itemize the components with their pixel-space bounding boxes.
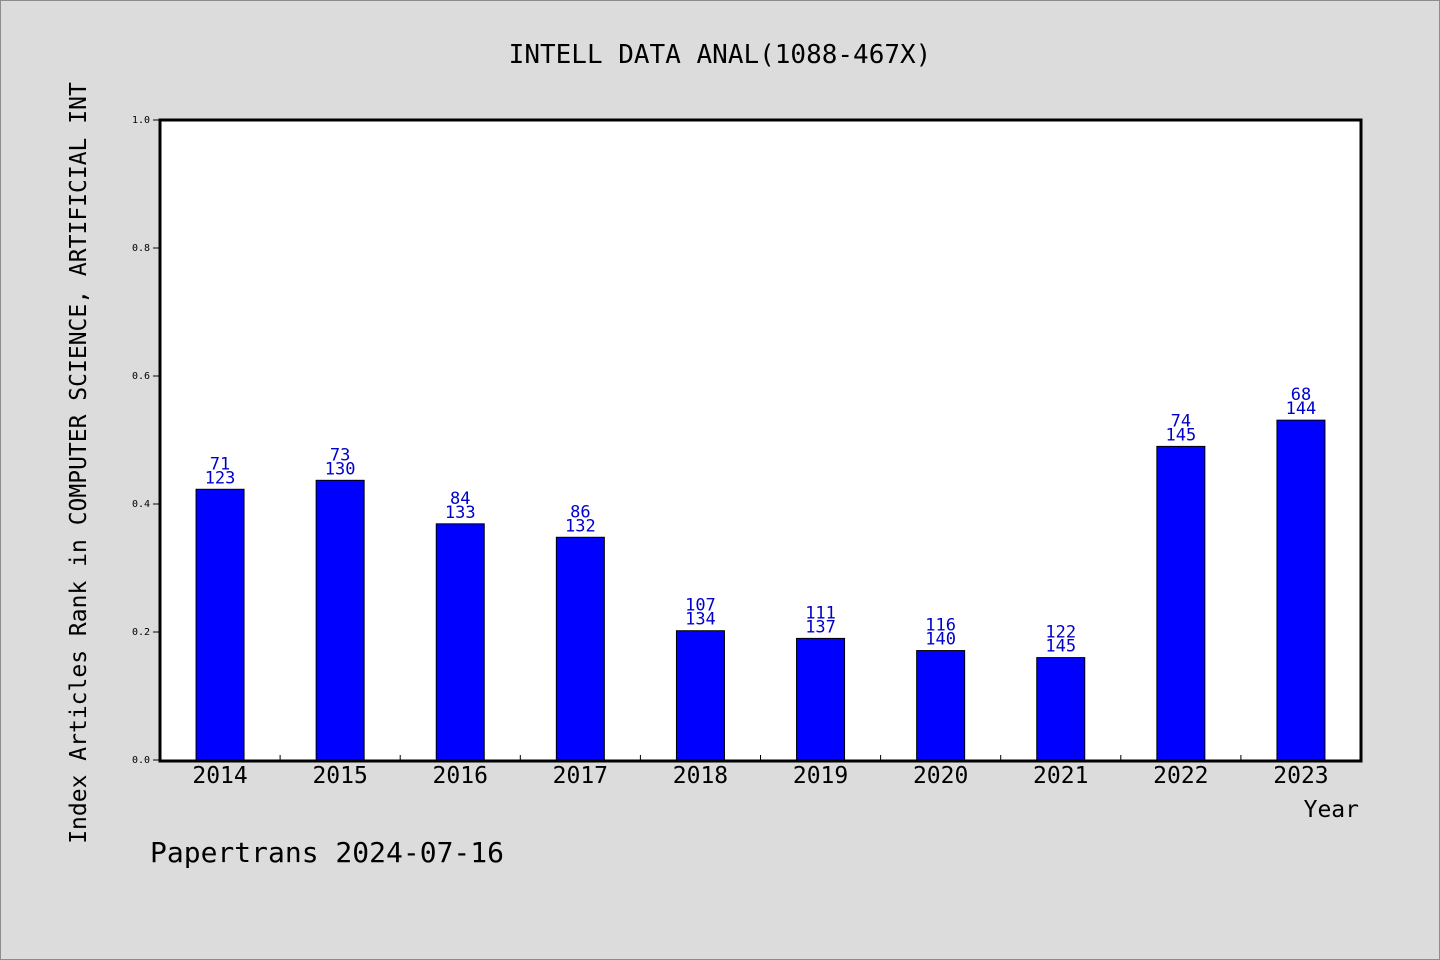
bar-2018	[675, 630, 725, 761]
bar-label-bottom: 144	[1286, 399, 1317, 419]
bar-2016	[435, 523, 485, 761]
bar-label-bottom: 145	[1165, 425, 1196, 445]
bar-label-bottom: 140	[925, 630, 956, 650]
bar-2023	[1276, 419, 1326, 761]
bar-label-bottom: 133	[445, 503, 476, 523]
bar-label-top: 74	[1171, 411, 1191, 431]
plot-frame	[158, 118, 1363, 763]
bar-2019	[796, 637, 846, 761]
x-tick-label: 2022	[1153, 763, 1208, 789]
y-tick-label: 0.0	[132, 755, 150, 766]
bar-2022	[1156, 445, 1206, 761]
x-tick-label: 2018	[673, 763, 728, 789]
bar-label-top: 122	[1045, 623, 1076, 643]
bar-label-bottom: 130	[325, 459, 356, 479]
bar-label-top: 107	[685, 596, 716, 616]
bar-label-bottom: 132	[565, 516, 596, 536]
chart-title: INTELL DATA ANAL(1088-467X)	[509, 40, 932, 70]
x-tick-label: 2016	[433, 763, 488, 789]
bar-label-bottom: 137	[805, 617, 836, 637]
bar-label-top: 116	[925, 616, 956, 636]
bar-label-top: 84	[450, 489, 470, 509]
x-tick-label: 2019	[793, 763, 848, 789]
bar-label-bottom: 123	[205, 468, 236, 488]
bar-label-top: 68	[1291, 385, 1311, 405]
x-tick-label: 2015	[312, 763, 367, 789]
bar-2014	[195, 488, 245, 761]
bar-2021	[1036, 657, 1086, 761]
y-tick-label: 0.6	[132, 371, 150, 382]
source-footer: Papertrans 2024-07-16	[150, 836, 504, 869]
x-tick-label: 2017	[553, 763, 608, 789]
x-tick-label: 2020	[913, 763, 968, 789]
y-tick-label: 0.4	[132, 499, 150, 510]
x-axis: 2014 2015 2016 2017 2018 2019 2020 2021 2022 2023	[192, 755, 1329, 789]
bar-2017	[555, 536, 605, 761]
bar-label-bottom: 134	[685, 610, 716, 630]
y-tick-label: 1.0	[132, 115, 150, 126]
bar-label-top: 71	[210, 454, 230, 474]
bars	[195, 419, 1326, 761]
x-axis-label: Year	[1304, 797, 1359, 823]
y-tick-label: 0.8	[132, 243, 150, 254]
y-tick-label: 0.2	[132, 627, 150, 638]
x-tick-label: 2014	[192, 763, 247, 789]
x-tick-label: 2023	[1273, 763, 1328, 789]
y-axis-label: Index Articles Rank in COMPUTER SCIENCE,…	[66, 82, 92, 844]
bar-2020	[916, 650, 966, 761]
bar-label-top: 86	[570, 502, 590, 522]
bar-label-top: 73	[330, 445, 350, 465]
x-tick-label: 2021	[1033, 763, 1088, 789]
bar-label-bottom: 145	[1045, 637, 1076, 657]
bar-2015	[315, 479, 365, 761]
bar-label-top: 111	[805, 603, 836, 623]
